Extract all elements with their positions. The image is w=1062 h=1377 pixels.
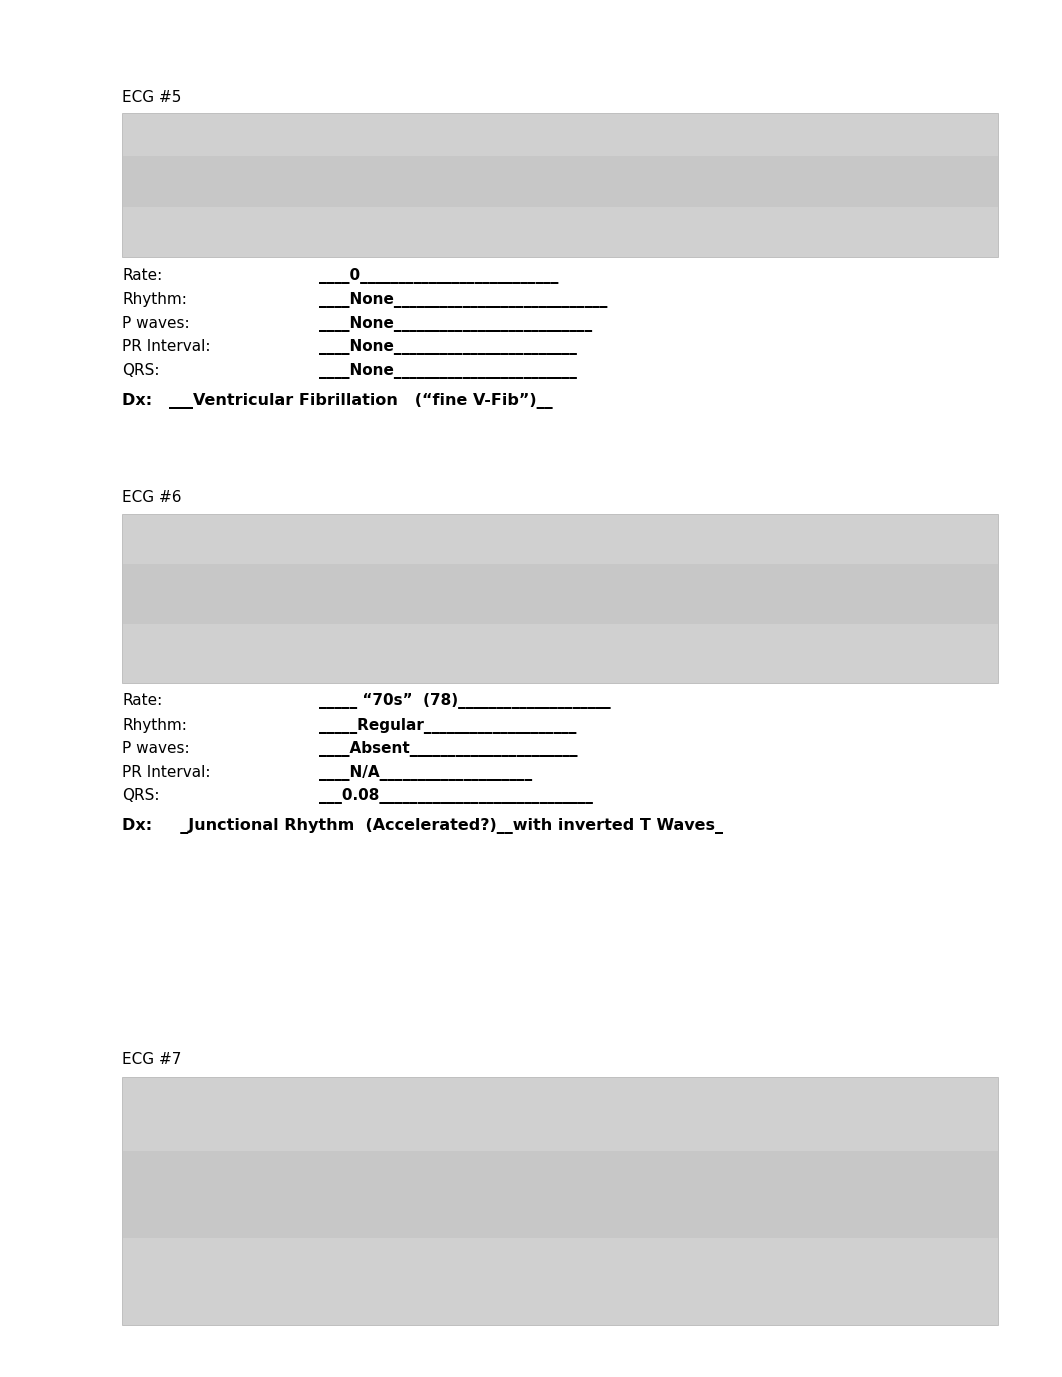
Text: ____Absent______________________: ____Absent______________________ [319, 741, 577, 757]
Text: ____N/A____________________: ____N/A____________________ [319, 764, 532, 781]
Text: ECG #7: ECG #7 [122, 1052, 182, 1067]
Text: QRS:: QRS: [122, 788, 159, 803]
Text: Dx:   ___Ventricular Fibrillation   (“fine V-Fib”)__: Dx: ___Ventricular Fibrillation (“fine V… [122, 392, 552, 409]
Bar [122, 113, 998, 257]
Text: PR Interval:: PR Interval: [122, 339, 210, 354]
Text: ECG #5: ECG #5 [122, 90, 182, 105]
Text: Rate:: Rate: [122, 267, 162, 282]
Text: ____None____________________________: ____None____________________________ [319, 292, 607, 308]
Text: ____None__________________________: ____None__________________________ [319, 315, 592, 332]
Text: P waves:: P waves: [122, 741, 190, 756]
Text: Rhythm:: Rhythm: [122, 292, 187, 307]
Bar [122, 156, 998, 207]
Text: ____None________________________: ____None________________________ [319, 362, 577, 379]
Text: ____0__________________________: ____0__________________________ [319, 267, 558, 284]
Text: PR Interval:: PR Interval: [122, 764, 210, 779]
Text: ECG #6: ECG #6 [122, 490, 182, 505]
Text: Dx:     _Junctional Rhythm  (Accelerated?)__with inverted T Waves_: Dx: _Junctional Rhythm (Accelerated?)__w… [122, 818, 723, 834]
Bar [122, 565, 998, 624]
Text: ___0.08____________________________: ___0.08____________________________ [319, 788, 593, 804]
Text: Rhythm:: Rhythm: [122, 717, 187, 733]
Text: _____ “70s”  (78)____________________: _____ “70s” (78)____________________ [319, 693, 611, 709]
Bar [122, 514, 998, 683]
Text: P waves:: P waves: [122, 315, 190, 330]
Bar [122, 1077, 998, 1325]
Text: Rate:: Rate: [122, 693, 162, 708]
Text: ____None________________________: ____None________________________ [319, 339, 577, 355]
Text: QRS:: QRS: [122, 362, 159, 377]
Bar [122, 1151, 998, 1238]
Text: _____Regular____________________: _____Regular____________________ [319, 717, 576, 734]
